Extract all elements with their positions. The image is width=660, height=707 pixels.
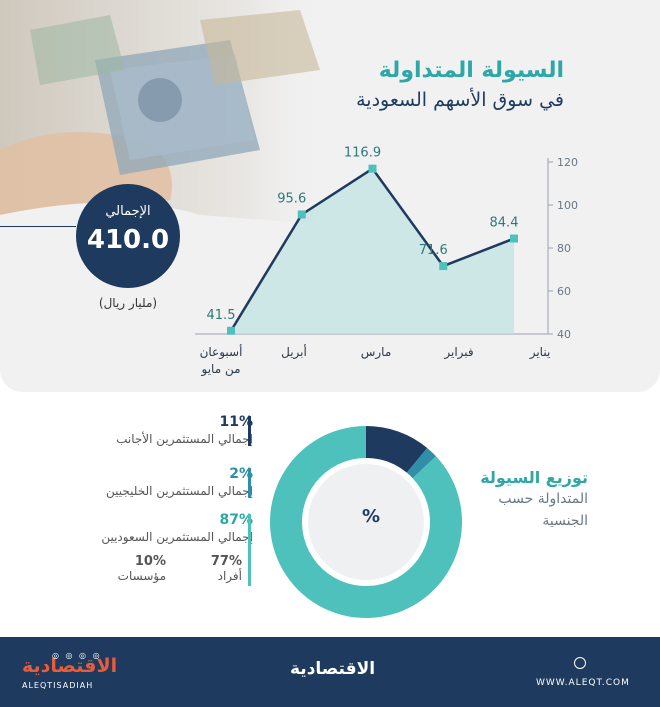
legend-saudi-bar (248, 514, 251, 586)
x-tick-label: أسبوعان من مايو (200, 344, 243, 377)
y-tick-label: 120 (557, 156, 578, 169)
data-label: 71.6 (419, 243, 448, 258)
data-point (227, 326, 235, 335)
legend-foreign-pct: 11% (219, 414, 253, 430)
data-point (368, 164, 377, 173)
data-point (297, 210, 306, 219)
data-point (510, 234, 518, 243)
social-icons[interactable]: ◎ ◎ ◎ ◎ (52, 651, 102, 660)
donut-title-line-3: الجنسية (542, 513, 588, 529)
donut-slice (366, 426, 428, 473)
legend-gulf-pct: 2% (229, 466, 253, 482)
y-tick-label: 40 (557, 328, 571, 341)
footer-logo-left: الاقتصادية (22, 655, 118, 677)
legend-foreign-bar (248, 416, 251, 446)
legend-gulf-label: إجمالي المستثمرين الخليجيين (106, 484, 253, 498)
area-fill (231, 168, 514, 334)
footer: الاقتصادية ALEQTISADIAH ◎ ◎ ◎ ◎ الاقتصاد… (0, 637, 660, 707)
legend-saudi: 87% إجمالي المستثمرين السعوديين (101, 512, 253, 544)
donut-inner-disc (308, 464, 424, 580)
y-tick-label: 80 (557, 242, 571, 255)
donut-title-line-2: المتداولة حسب (498, 491, 588, 507)
data-label: 116.9 (344, 146, 381, 161)
top-panel: السيولة المتداولة في سوق الأسهم السعودية… (0, 0, 660, 392)
footer-logo-left-sub: ALEQTISADIAH (22, 681, 94, 690)
y-tick-label: 100 (557, 199, 578, 212)
title-line-1: السيولة المتداولة (378, 58, 564, 83)
legend-foreign-label: إجمالي المستثمرين الأجانب (116, 432, 253, 446)
donut-slice (406, 448, 436, 479)
liquidity-area-chart: 40 60 80 100 120 41.5 95.6 116.9 71.6 84.4 أسبوعان… (195, 146, 578, 377)
data-point (439, 262, 448, 271)
total-label: الإجمالي (105, 204, 151, 219)
donut-slice (270, 426, 462, 618)
globe-icon (574, 657, 586, 669)
legend-foreign: 11% إجمالي المستثمرين الأجانب (116, 414, 253, 446)
total-value: 410.0 (86, 225, 170, 255)
x-tick-label: يناير (529, 345, 551, 360)
total-badge: الإجمالي 410.0 (76, 184, 180, 288)
legend-saudi-pct: 87% (219, 512, 253, 528)
data-label: 41.5 (207, 308, 236, 323)
data-label: 95.6 (277, 191, 306, 206)
footer-logo-center: الاقتصادية (290, 659, 376, 679)
y-tick-label: 60 (557, 285, 571, 298)
legend-individuals: 77% أفراد (211, 554, 242, 583)
legend-gulf-bar (248, 468, 251, 498)
donut-title-line-1: توزيع السيولة (480, 468, 588, 487)
x-tick-label: مارس (361, 345, 392, 360)
legend-institutions-pct: 10% (134, 554, 166, 569)
legend-individuals-label: أفراد (217, 569, 242, 583)
leader-line (0, 226, 76, 227)
legend-institutions: 10% مؤسسات (118, 554, 166, 583)
x-tick-label: أبريل (281, 344, 307, 360)
title-line-2: في سوق الأسهم السعودية (356, 89, 564, 111)
legend-institutions-label: مؤسسات (117, 569, 166, 583)
donut-inner-ring (302, 458, 430, 586)
chart-title: السيولة المتداولة في سوق الأسهم السعودية (356, 58, 564, 111)
nationality-donut-chart (270, 426, 462, 618)
footer-website-link[interactable]: WWW.ALEQT.COM (536, 678, 630, 688)
donut-center-label: % (361, 506, 381, 527)
legend-saudi-label: إجمالي المستثمرين السعوديين (101, 530, 253, 544)
donut-title: توزيع السيولة المتداولة حسب الجنسية (480, 468, 588, 531)
x-tick-label: فبراير (443, 345, 473, 360)
legend-gulf: 2% إجمالي المستثمرين الخليجيين (106, 466, 253, 498)
data-label: 84.4 (490, 216, 519, 231)
legend-individuals-pct: 77% (210, 554, 242, 569)
total-unit: (مليار ريال) (98, 296, 158, 310)
